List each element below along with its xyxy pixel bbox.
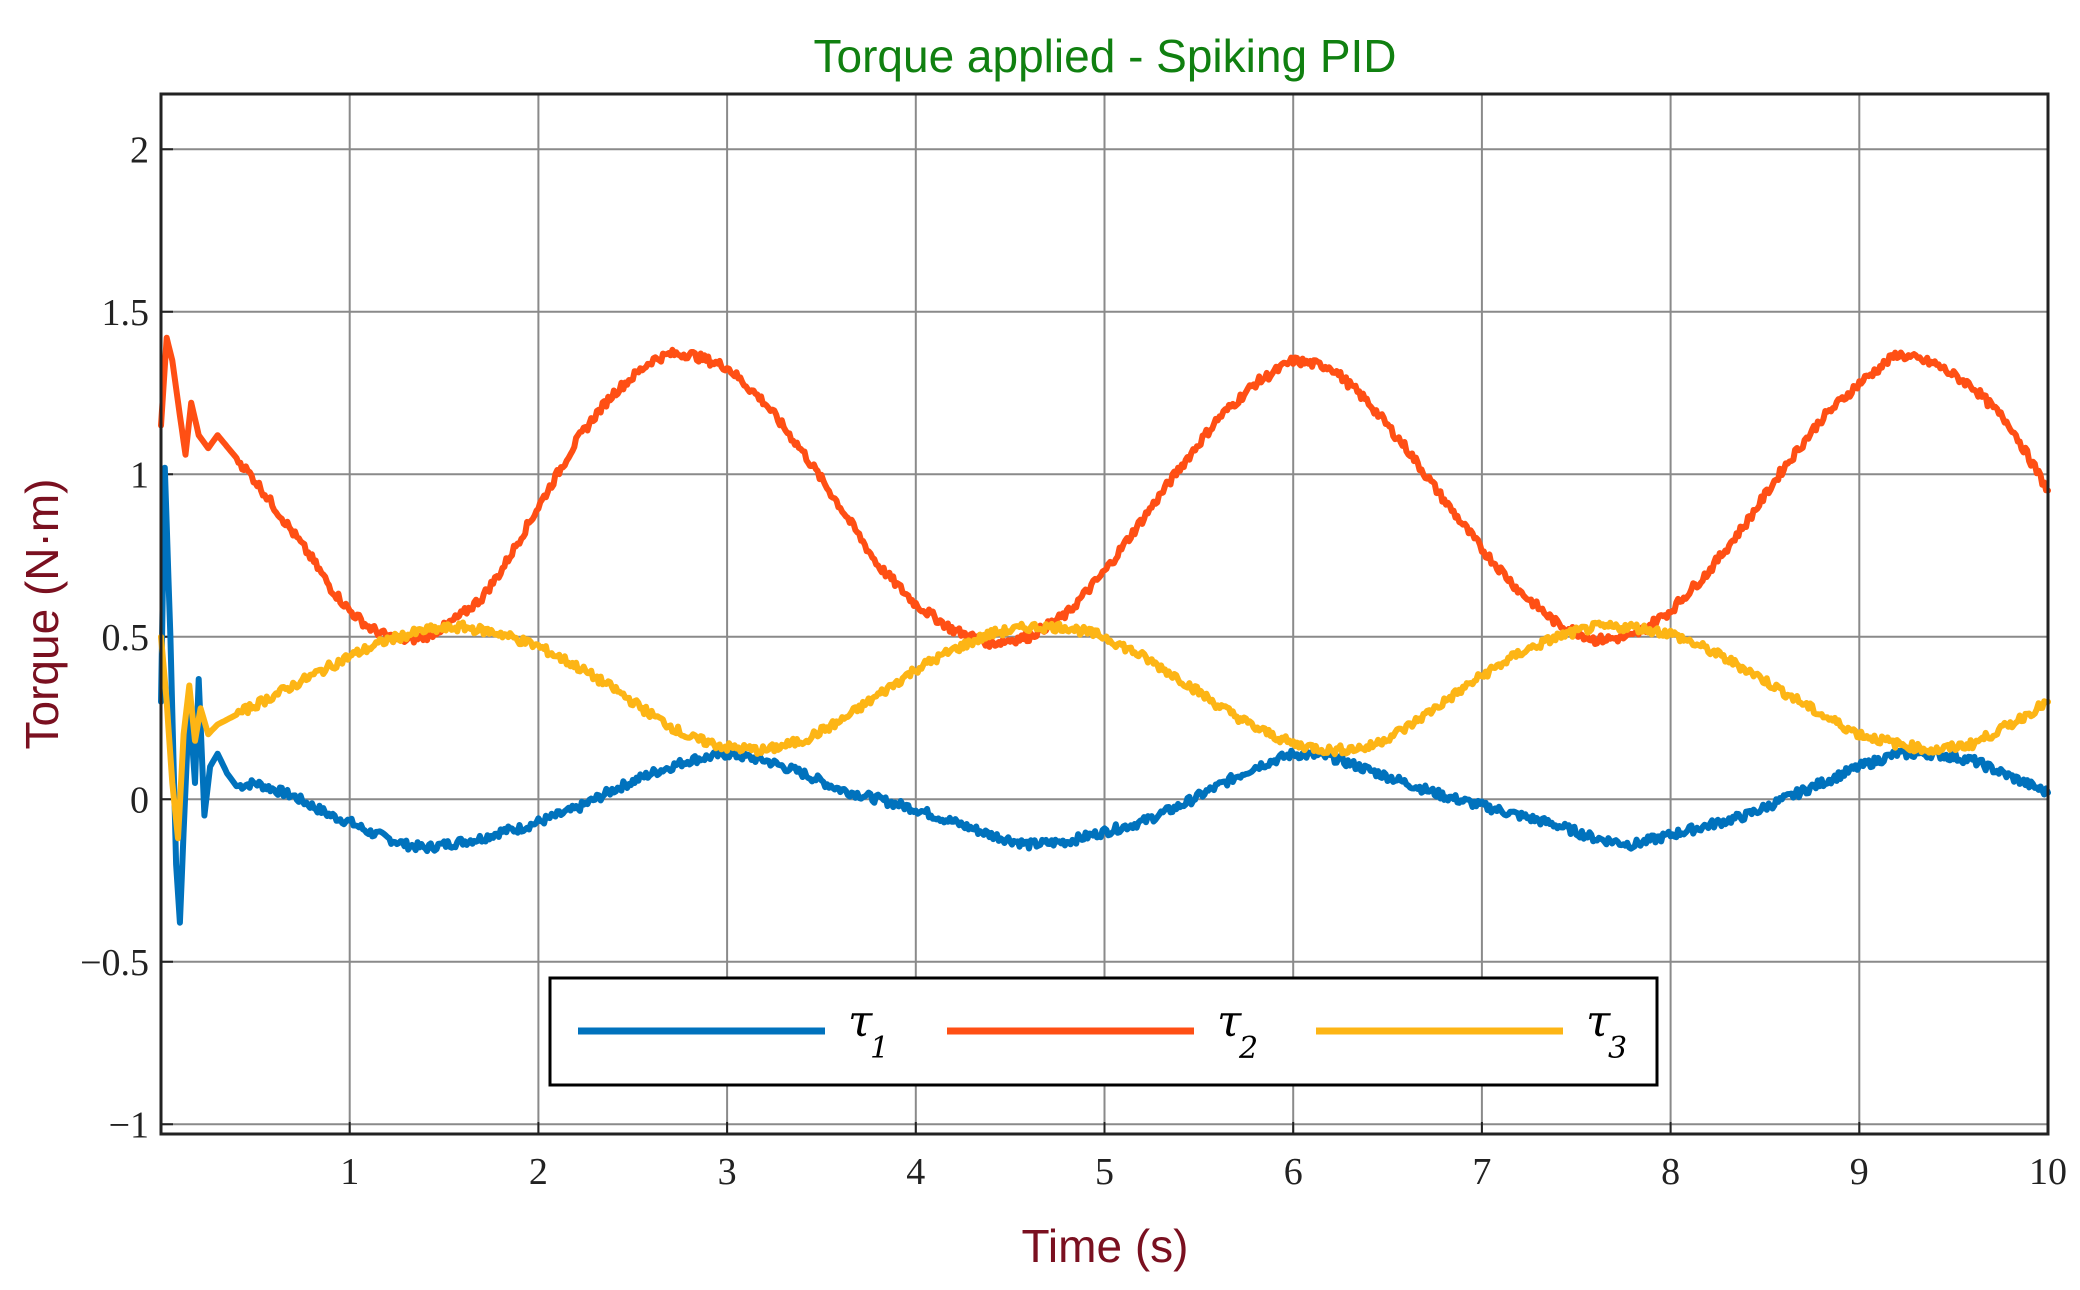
- series-line-tau-2: [158, 334, 2051, 650]
- x-tick-label: 7: [1472, 1151, 1491, 1193]
- y-tick-label: 2: [130, 129, 149, 171]
- y-axis-label: Torque (N·m): [16, 479, 68, 750]
- y-tick-label: 0: [130, 779, 149, 821]
- x-axis-label: Time (s): [1022, 1220, 1189, 1272]
- legend-subscript-tau-1: 1: [870, 1031, 889, 1066]
- plot-area: [158, 334, 2051, 926]
- chart-title: Torque applied - Spiking PID: [814, 30, 1397, 82]
- legend-label-tau-2: τ: [1217, 996, 1242, 1047]
- legend-label-tau-3: τ: [1586, 996, 1611, 1047]
- y-tick-label: 1.5: [102, 292, 150, 334]
- x-tick-label: 9: [1850, 1151, 1869, 1193]
- series-line-tau-1: [158, 464, 2051, 926]
- y-tick-label: 0.5: [102, 617, 150, 659]
- legend-label-tau-1: τ: [848, 996, 873, 1047]
- x-tick-label: 5: [1095, 1151, 1114, 1193]
- y-tick-label: −0.5: [80, 942, 149, 984]
- x-tick-label: 3: [718, 1151, 737, 1193]
- x-tick-label: 4: [906, 1151, 925, 1193]
- y-tick-label: −1: [109, 1104, 149, 1146]
- x-tick-label: 8: [1661, 1151, 1680, 1193]
- x-tick-label: 10: [2029, 1151, 2067, 1193]
- x-tick-label: 2: [529, 1151, 548, 1193]
- legend-subscript-tau-3: 3: [1608, 1031, 1627, 1066]
- series-line-tau-3: [158, 619, 2051, 842]
- legend-subscript-tau-2: 2: [1238, 1031, 1258, 1066]
- x-tick-label: 1: [340, 1151, 359, 1193]
- axes-box: [159, 92, 2050, 1136]
- x-tick-label: 6: [1284, 1151, 1303, 1193]
- tick-labels: 1 2 3 4 5 6 7 8 9 10 −1 −0.5 0 0.5 1 1.5 2: [80, 129, 2067, 1193]
- y-tick-label: 1: [130, 454, 149, 496]
